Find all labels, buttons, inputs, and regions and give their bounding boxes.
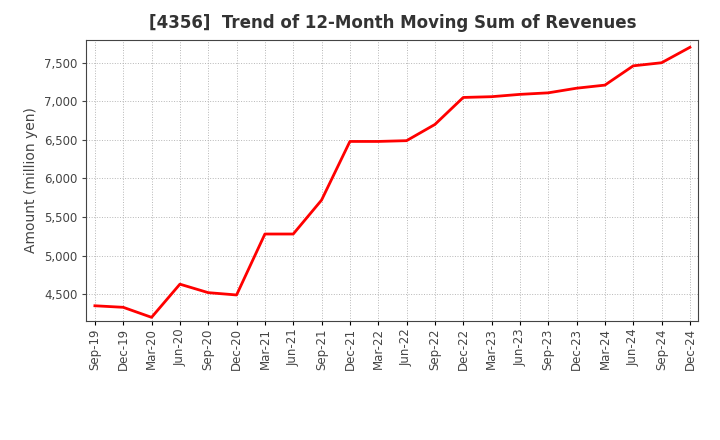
Title: [4356]  Trend of 12-Month Moving Sum of Revenues: [4356] Trend of 12-Month Moving Sum of R… bbox=[148, 15, 636, 33]
Y-axis label: Amount (million yen): Amount (million yen) bbox=[24, 107, 38, 253]
